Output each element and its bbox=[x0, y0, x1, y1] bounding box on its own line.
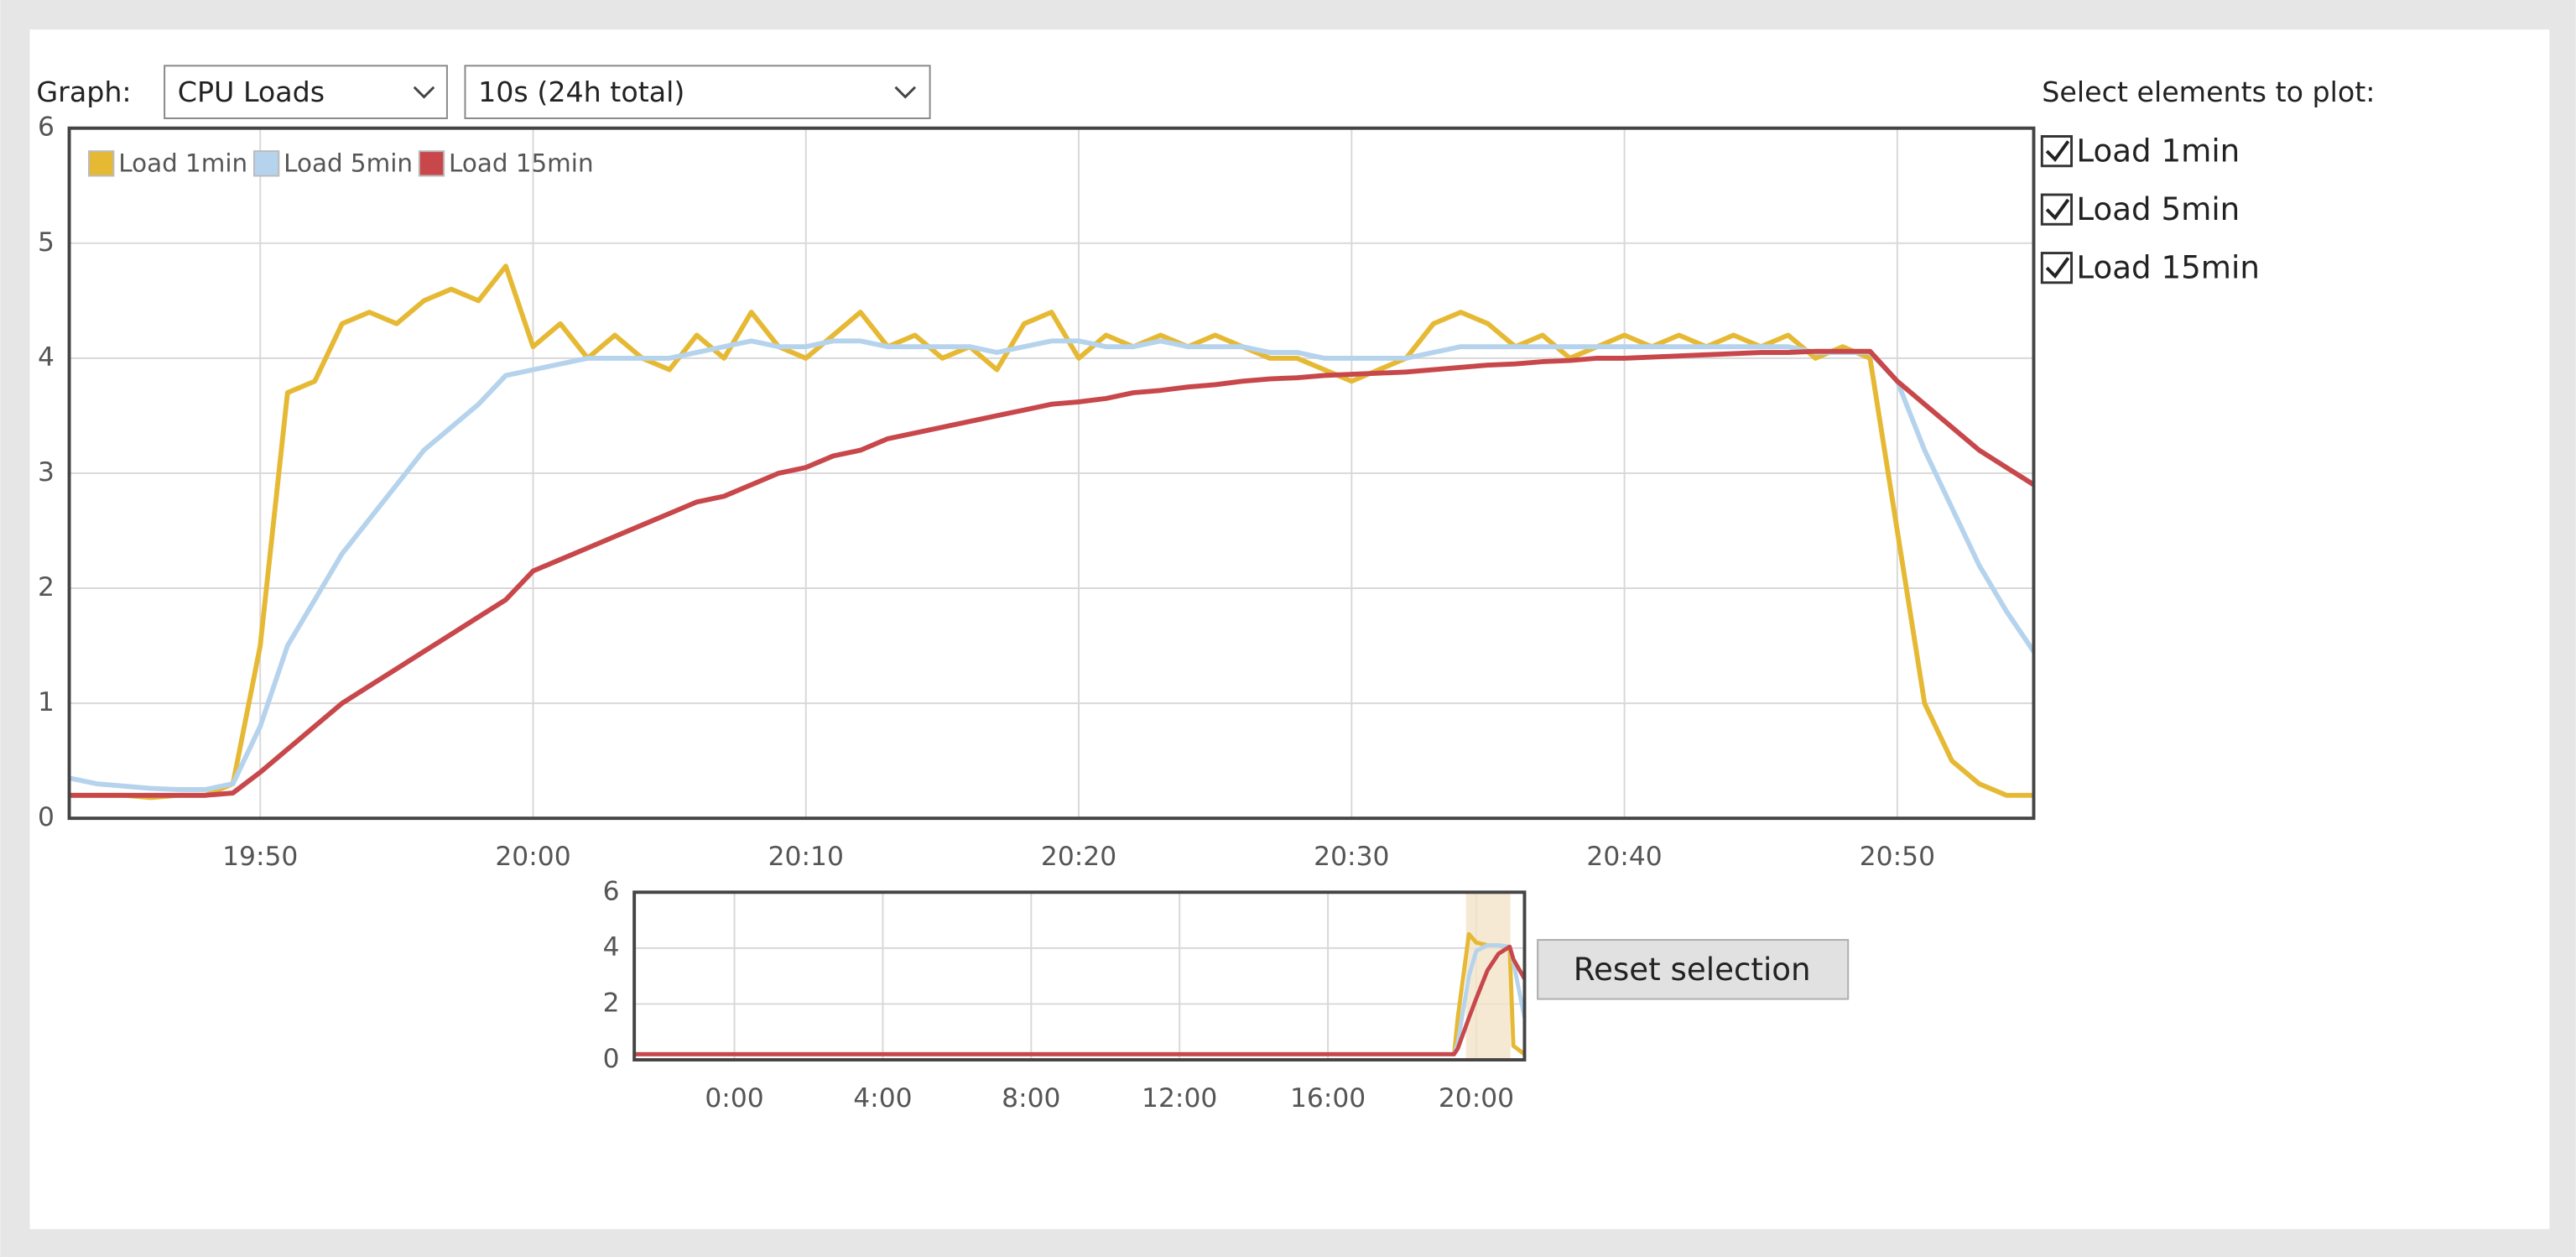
button-box[interactable] bbox=[1537, 939, 1850, 1000]
plot-frame bbox=[67, 126, 2036, 821]
series-line bbox=[69, 348, 2036, 798]
graph-label: Graph: bbox=[36, 76, 131, 108]
x-tick-label: 8:00 bbox=[1002, 1083, 1060, 1114]
x-tick-label: 12:00 bbox=[1142, 1083, 1217, 1114]
x-tick-label: 16:00 bbox=[1290, 1083, 1366, 1114]
y-tick-label: 4 bbox=[603, 932, 620, 962]
y-tick-label: 4 bbox=[38, 342, 55, 373]
y-tick-label: 6 bbox=[38, 112, 55, 143]
x-tick-label: 20:00 bbox=[1439, 1083, 1514, 1114]
legend-label: Load 15min bbox=[449, 149, 594, 177]
reset-button[interactable]: Reset selection bbox=[1537, 939, 1850, 1000]
check-mark bbox=[2045, 140, 2070, 162]
select-value: CPU Loads bbox=[178, 76, 325, 108]
x-tick-label: 20:30 bbox=[1314, 842, 1389, 872]
y-tick-label: 5 bbox=[38, 227, 55, 258]
series-line bbox=[68, 338, 2036, 792]
y-tick-label: 1 bbox=[38, 687, 55, 717]
plot-frame bbox=[632, 890, 1527, 1061]
graph-select[interactable]: CPU Loads bbox=[164, 65, 448, 119]
x-tick-label: 20:40 bbox=[1586, 842, 1662, 872]
plot-area bbox=[634, 892, 1525, 1061]
checkbox-label: Load 1min bbox=[2076, 133, 2240, 170]
check-mark bbox=[2045, 198, 2070, 221]
x-tick-label: 20:50 bbox=[1860, 842, 1935, 872]
y-tick-label: 0 bbox=[603, 1044, 620, 1074]
selection bbox=[1465, 892, 1511, 1061]
y-tick-label: 6 bbox=[603, 876, 620, 906]
x-tick-label: 20:10 bbox=[768, 842, 844, 872]
chevron bbox=[413, 86, 435, 99]
series-line bbox=[634, 931, 1526, 1056]
legend-label: Load 1min bbox=[118, 149, 247, 177]
plot-heading: Select elements to plot: bbox=[2042, 76, 2375, 108]
legend-swatch bbox=[418, 150, 445, 177]
select-box[interactable] bbox=[464, 65, 931, 119]
interval-select[interactable]: 10s (24h total) bbox=[464, 65, 931, 119]
legend-swatch bbox=[252, 150, 280, 177]
y-tick-label: 2 bbox=[603, 988, 620, 1018]
x-tick-label: 4:00 bbox=[853, 1083, 912, 1114]
legend-swatch bbox=[88, 150, 115, 177]
y-tick-label: 2 bbox=[38, 572, 55, 602]
checkbox-label: Load 5min bbox=[2076, 190, 2240, 227]
x-tick-label: 20:00 bbox=[495, 842, 570, 872]
series-line bbox=[634, 944, 1527, 1056]
x-tick-label: 19:50 bbox=[222, 842, 298, 872]
select-value: 10s (24h total) bbox=[478, 76, 684, 108]
y-tick-label: 0 bbox=[38, 802, 55, 832]
chevron bbox=[894, 86, 917, 99]
check-mark bbox=[2045, 257, 2070, 279]
legend-label: Load 5min bbox=[284, 149, 413, 177]
x-tick-label: 0:00 bbox=[705, 1083, 763, 1114]
select-box[interactable] bbox=[164, 65, 448, 119]
button-label: Reset selection bbox=[1574, 951, 1811, 988]
checkbox-label: Load 15min bbox=[2076, 249, 2259, 286]
y-tick-label: 3 bbox=[38, 457, 55, 488]
x-tick-label: 20:20 bbox=[1041, 842, 1116, 872]
